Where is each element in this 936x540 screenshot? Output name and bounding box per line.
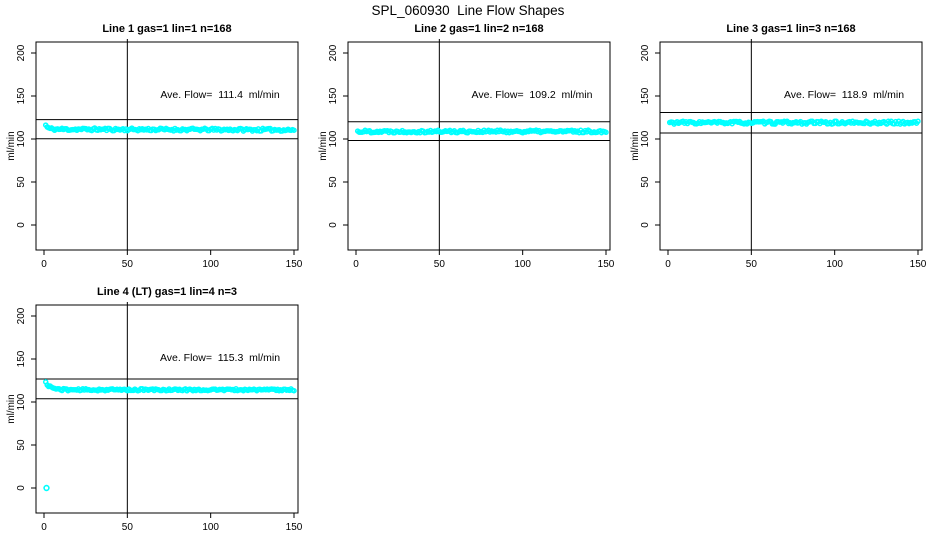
y-tick-label: 50	[16, 439, 27, 451]
y-tick-label: 50	[640, 176, 651, 188]
y-axis: 0 50 100 150 200	[16, 44, 36, 228]
outlier-point	[43, 484, 50, 492]
x-tick-label: 150	[286, 259, 303, 270]
y-axis: 0 50 100 150 200	[640, 44, 660, 228]
y-axis: 0 50 100 150 200	[16, 307, 36, 491]
y-axis-label: ml/min	[6, 131, 17, 161]
y-tick-label: 150	[328, 87, 339, 104]
x-tick-label: 50	[122, 259, 134, 270]
y-tick-label: 100	[16, 393, 27, 410]
y-tick-label: 50	[328, 176, 339, 188]
panel-line-4: 0 50 100 150 0 50 100 150 200 Line 4 (LT) gas=1 …	[0, 283, 312, 540]
y-axis-label: ml/min	[6, 394, 17, 424]
ref-lines	[36, 39, 298, 250]
data-points	[42, 379, 297, 492]
y-tick-label: 200	[328, 44, 339, 61]
y-tick-label: 150	[640, 87, 651, 104]
y-tick-label: 0	[328, 222, 339, 228]
y-tick-label: 200	[16, 307, 27, 324]
data-points	[666, 118, 921, 127]
y-tick-label: 150	[16, 350, 27, 367]
y-axis-label: ml/min	[318, 131, 329, 161]
y-tick-label: 150	[16, 87, 27, 104]
x-tick-label: 0	[353, 259, 359, 270]
y-tick-label: 0	[640, 222, 651, 228]
x-tick-label: 150	[286, 522, 303, 533]
y-tick-label: 0	[16, 485, 27, 491]
y-axis-label: ml/min	[630, 131, 641, 161]
panel-title: Line 3 gas=1 lin=3 n=168	[726, 23, 856, 35]
figure-title: SPL_060930 Line Flow Shapes	[371, 3, 565, 18]
x-tick-label: 150	[598, 259, 615, 270]
panel-title: Line 2 gas=1 lin=2 n=168	[414, 23, 544, 35]
x-tick-label: 100	[202, 522, 219, 533]
y-tick-label: 200	[16, 44, 27, 61]
x-tick-label: 50	[434, 259, 446, 270]
plot-area: 0 50 100 150 0 50 100 150 200	[16, 39, 303, 270]
y-axis: 0 50 100 150 200	[328, 44, 348, 228]
x-tick-label: 0	[41, 522, 47, 533]
x-axis: 0 50 100 150	[665, 250, 927, 270]
x-tick-label: 100	[514, 259, 531, 270]
plot-box	[347, 41, 611, 251]
y-tick-label: 200	[640, 44, 651, 61]
plot-area: 0 50 100 150 0 50 100 150 200	[16, 302, 303, 533]
data-points	[42, 122, 297, 134]
y-tick-label: 100	[16, 130, 27, 147]
panel-line-2: 0 50 100 150 0 50 100 150 200 Line 2 gas=1 lin=2…	[312, 20, 624, 278]
plot-area: 0 50 100 150 0 50 100 150 200	[640, 39, 927, 270]
panel-title: Line 4 (LT) gas=1 lin=4 n=3	[96, 286, 238, 298]
ave-flow-annotation: Ave. Flow= 118.9 ml/min	[783, 89, 905, 101]
data-points	[354, 127, 609, 136]
x-axis: 0 50 100 150	[41, 513, 303, 533]
plot-box	[35, 304, 299, 514]
x-tick-label: 100	[826, 259, 843, 270]
x-axis: 0 50 100 150	[41, 250, 303, 270]
y-tick-label: 0	[16, 222, 27, 228]
ref-lines	[348, 39, 610, 250]
panel-line-1: 0 50 100 150 0 50 100 150 200 Line 1 gas=1 lin=1…	[0, 20, 312, 278]
x-tick-label: 150	[910, 259, 927, 270]
ave-flow-annotation: Ave. Flow= 111.4 ml/min	[160, 89, 280, 101]
ref-lines	[36, 302, 298, 513]
plot-area: 0 50 100 150 0 50 100 150 200	[328, 39, 615, 270]
plot-box	[35, 41, 299, 251]
y-tick-label: 50	[16, 176, 27, 188]
y-tick-label: 100	[640, 130, 651, 147]
x-tick-label: 50	[746, 259, 758, 270]
plot-box	[659, 41, 923, 251]
x-tick-label: 0	[665, 259, 671, 270]
y-tick-label: 100	[328, 130, 339, 147]
panel-line-3: 0 50 100 150 0 50 100 150 200 Line 3 gas=1 lin=3…	[624, 20, 936, 278]
ref-lines	[660, 39, 922, 250]
panel-title: Line 1 gas=1 lin=1 n=168	[102, 23, 232, 35]
ave-flow-annotation: Ave. Flow= 109.2 ml/min	[471, 89, 593, 101]
x-tick-label: 100	[202, 259, 219, 270]
ave-flow-annotation: Ave. Flow= 115.3 ml/min	[159, 352, 281, 364]
x-tick-label: 50	[122, 522, 134, 533]
x-axis: 0 50 100 150	[353, 250, 615, 270]
x-tick-label: 0	[41, 259, 47, 270]
